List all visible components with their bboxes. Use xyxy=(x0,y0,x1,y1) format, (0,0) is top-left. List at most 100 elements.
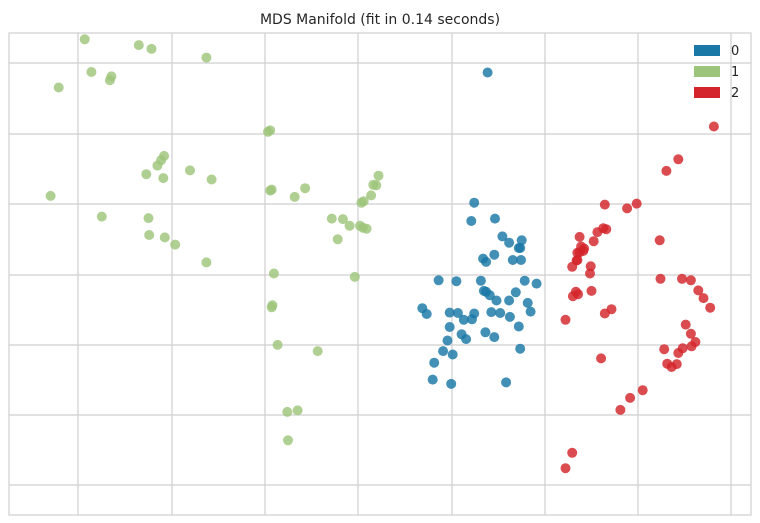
data-point-class-2 xyxy=(585,261,596,272)
data-point-class-0 xyxy=(486,307,497,318)
data-point-class-1 xyxy=(332,234,343,245)
data-point-class-2 xyxy=(673,154,684,165)
data-point-class-1 xyxy=(272,339,283,350)
data-point-class-1 xyxy=(133,40,144,51)
legend-swatch-2 xyxy=(694,87,720,98)
data-point-class-1 xyxy=(368,179,379,190)
data-point-class-0 xyxy=(504,237,515,248)
data-point-class-0 xyxy=(458,314,469,325)
data-point-class-0 xyxy=(504,311,515,322)
data-points xyxy=(45,34,719,474)
data-point-class-1 xyxy=(152,160,163,171)
data-point-class-2 xyxy=(637,385,648,396)
data-point-class-2 xyxy=(685,328,696,339)
data-point-class-1 xyxy=(185,165,195,176)
data-point-class-0 xyxy=(482,67,493,78)
data-point-class-2 xyxy=(631,198,642,209)
data-point-class-0 xyxy=(515,343,526,354)
data-point-class-2 xyxy=(560,463,571,474)
data-point-class-2 xyxy=(685,275,696,286)
data-point-class-0 xyxy=(421,309,432,319)
data-point-class-2 xyxy=(567,447,578,458)
data-point-class-0 xyxy=(444,322,455,332)
data-point-class-0 xyxy=(516,255,526,265)
data-point-class-2 xyxy=(659,344,670,355)
data-point-class-2 xyxy=(560,314,571,325)
data-point-class-2 xyxy=(596,353,607,364)
data-point-class-2 xyxy=(586,285,597,296)
data-point-class-0 xyxy=(433,275,444,286)
data-point-class-0 xyxy=(438,346,449,357)
data-point-class-1 xyxy=(326,213,337,224)
data-point-class-0 xyxy=(452,308,463,318)
data-point-class-2 xyxy=(585,268,595,279)
data-point-class-0 xyxy=(480,327,491,338)
data-point-class-2 xyxy=(677,273,687,284)
data-point-class-2 xyxy=(673,348,684,358)
data-point-class-0 xyxy=(481,256,492,267)
data-point-class-0 xyxy=(469,197,480,208)
data-point-class-1 xyxy=(357,222,368,233)
data-point-class-0 xyxy=(495,308,506,318)
data-point-class-1 xyxy=(206,174,217,185)
legend-label-1: 1 xyxy=(731,65,739,80)
data-point-class-1 xyxy=(158,173,169,184)
data-point-class-2 xyxy=(574,247,585,258)
data-point-class-0 xyxy=(504,295,515,306)
data-point-class-1 xyxy=(146,43,157,54)
data-point-class-1 xyxy=(159,232,170,243)
data-point-class-0 xyxy=(489,332,500,343)
data-point-class-1 xyxy=(312,346,323,357)
data-point-class-0 xyxy=(490,213,500,224)
data-point-class-2 xyxy=(615,404,626,415)
data-point-class-0 xyxy=(467,314,477,325)
data-point-class-2 xyxy=(705,302,716,313)
data-point-class-0 xyxy=(491,295,502,306)
legend-swatch-0 xyxy=(694,45,720,56)
data-point-class-0 xyxy=(466,216,477,226)
data-point-class-1 xyxy=(144,230,155,240)
data-point-class-1 xyxy=(282,406,293,417)
data-point-class-0 xyxy=(451,276,462,287)
gridlines xyxy=(9,33,751,515)
data-point-class-1 xyxy=(79,34,90,45)
data-point-class-0 xyxy=(444,307,455,318)
data-point-class-0 xyxy=(429,357,440,368)
legend: 0 1 2 xyxy=(694,44,739,101)
data-point-class-1 xyxy=(373,170,384,181)
data-point-class-2 xyxy=(693,285,704,296)
data-point-class-2 xyxy=(592,227,603,238)
data-point-class-1 xyxy=(170,239,181,250)
data-point-class-1 xyxy=(292,405,303,416)
plot-area xyxy=(8,32,752,516)
data-point-class-2 xyxy=(671,359,682,370)
data-point-class-0 xyxy=(446,378,457,389)
data-point-class-0 xyxy=(507,255,518,265)
data-point-class-2 xyxy=(655,273,666,284)
data-point-class-0 xyxy=(447,349,458,360)
data-point-class-1 xyxy=(349,271,360,282)
data-point-class-2 xyxy=(588,236,599,247)
data-point-class-1 xyxy=(265,125,276,136)
data-point-class-1 xyxy=(265,185,276,196)
data-point-class-2 xyxy=(661,165,672,176)
data-point-class-1 xyxy=(86,67,97,77)
data-point-class-0 xyxy=(531,278,542,289)
data-point-class-1 xyxy=(267,300,278,311)
data-point-class-1 xyxy=(141,169,152,180)
legend-label-2: 2 xyxy=(731,86,739,101)
data-point-class-1 xyxy=(201,52,212,63)
data-point-class-1 xyxy=(96,211,107,222)
data-point-class-2 xyxy=(698,293,709,304)
data-point-class-1 xyxy=(143,213,154,224)
data-point-class-2 xyxy=(567,261,578,272)
data-point-class-2 xyxy=(599,199,610,210)
data-point-class-1 xyxy=(366,190,377,201)
data-point-class-0 xyxy=(522,297,533,308)
legend-swatch-1 xyxy=(694,66,720,77)
data-point-class-2 xyxy=(622,203,633,214)
data-point-class-0 xyxy=(515,243,526,253)
data-point-class-1 xyxy=(300,183,311,194)
data-point-class-0 xyxy=(489,249,500,260)
